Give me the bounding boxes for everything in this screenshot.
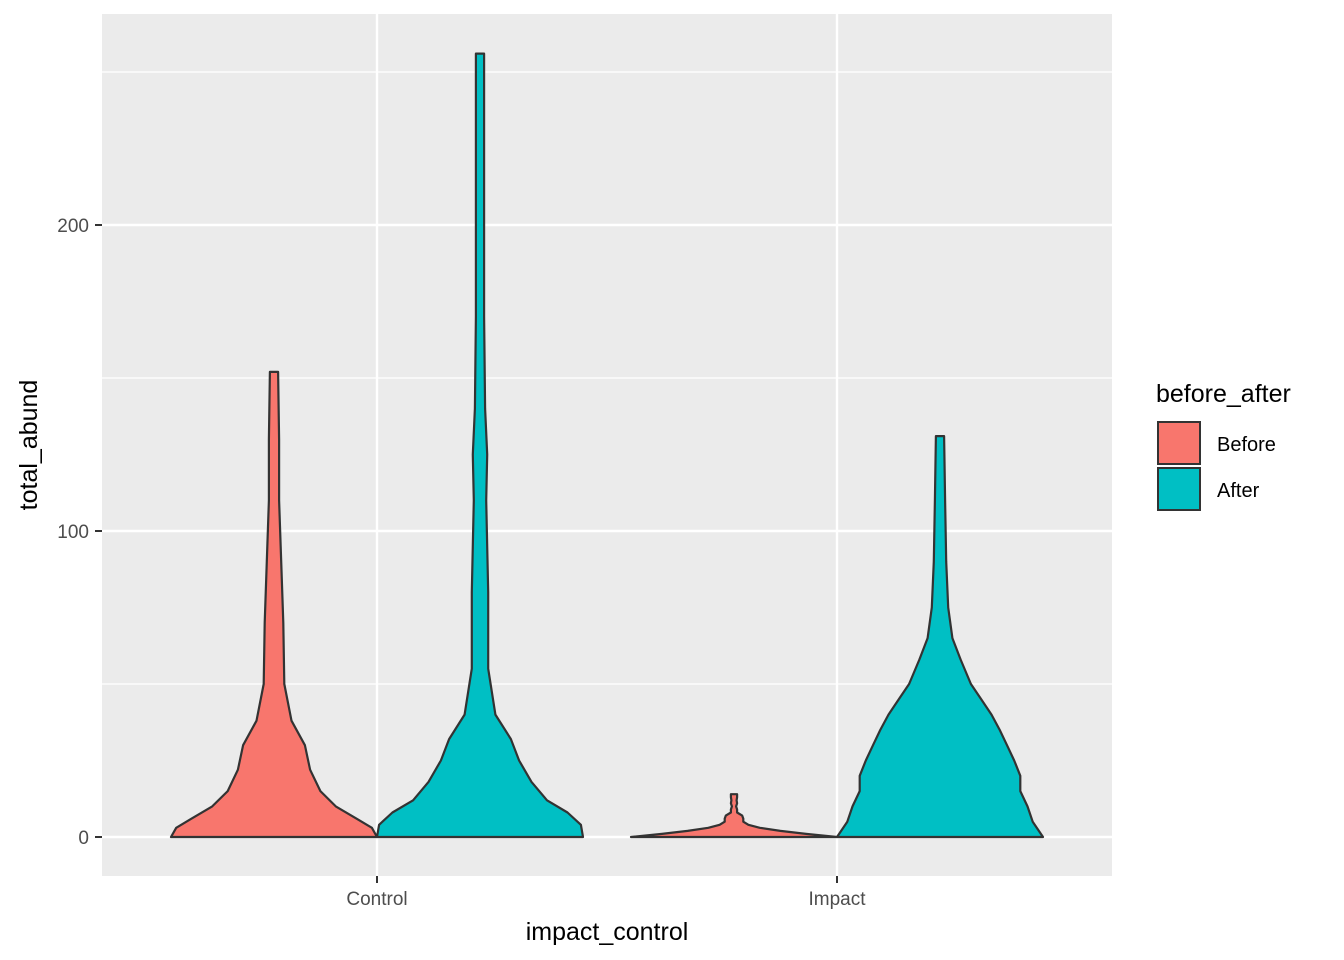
y-tick-label: 100 <box>57 522 89 543</box>
legend-key-before <box>1157 421 1201 465</box>
y-tick-label: 0 <box>78 828 89 849</box>
violin-after-control <box>375 52 585 839</box>
violin-before-impact <box>629 793 839 839</box>
legend-label-after: After <box>1217 480 1260 502</box>
violins <box>169 52 1045 839</box>
axes: 0 100 200 Control Impact <box>57 216 866 910</box>
legend-key-after <box>1157 467 1201 511</box>
violin-before-control <box>169 370 379 839</box>
violin-after-impact <box>835 435 1045 839</box>
legend: before_after Before After <box>1156 380 1291 511</box>
legend-title: before_after <box>1156 380 1291 408</box>
x-axis-title: impact_control <box>526 918 689 946</box>
y-tick-label: 200 <box>57 216 89 237</box>
legend-label-before: Before <box>1217 434 1276 456</box>
legend-entry-after: After <box>1157 467 1260 511</box>
x-tick-label: Control <box>346 889 407 910</box>
x-tick-label: Impact <box>808 889 866 910</box>
legend-entry-before: Before <box>1157 421 1276 465</box>
y-axis-title: total_abund <box>15 380 43 511</box>
